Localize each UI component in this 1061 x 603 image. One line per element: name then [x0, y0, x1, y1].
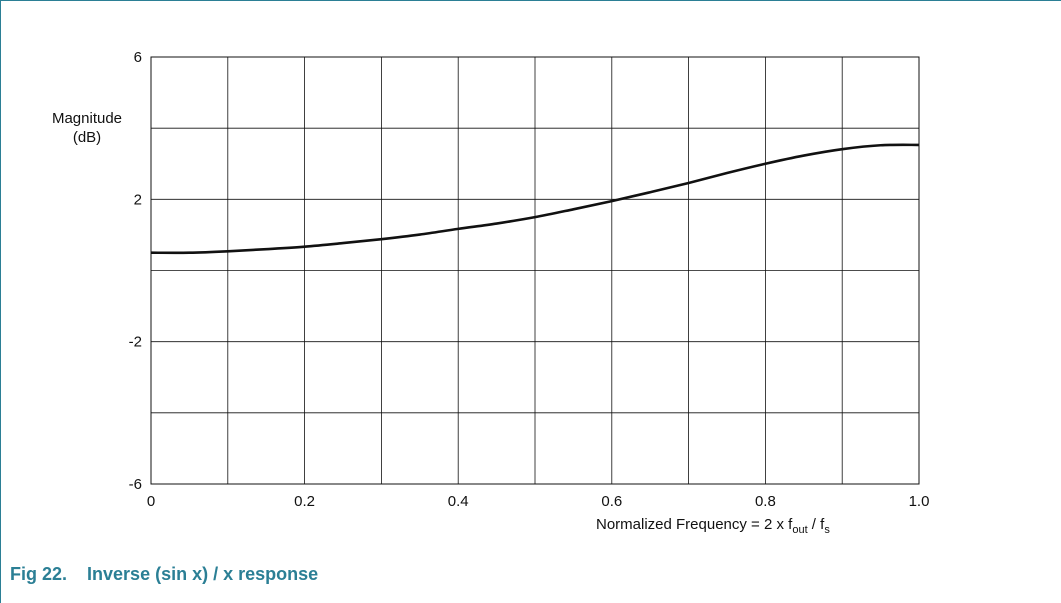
response-curve — [150, 143, 920, 255]
figure-title: Inverse (sin x) / x response — [87, 564, 319, 584]
magnitude-chart: 6 2 -2 -6 0 0.2 0.4 0.6 0.8 1.0 Magnitude (dB) N… — [52, 49, 930, 536]
x-tick-label: 0.6 — [601, 493, 622, 510]
y-axis-ticks: 6 2 -2 -6 — [129, 49, 142, 493]
y-tick-label: 6 — [134, 49, 142, 66]
x-tick-label: 0.2 — [294, 493, 315, 510]
y-axis-label-line2: (dB) — [73, 129, 101, 146]
y-axis-label-line1: Magnitude — [52, 110, 122, 127]
y-tick-label: -6 — [129, 476, 142, 493]
x-axis-ticks: 0 0.2 0.4 0.6 0.8 1.0 — [147, 493, 930, 510]
x-tick-label: 1.0 — [909, 493, 930, 510]
frame-left-border — [0, 0, 1, 603]
y-tick-label: -2 — [129, 334, 142, 351]
x-tick-label: 0 — [147, 493, 155, 510]
grid — [150, 56, 920, 485]
x-tick-label: 0.8 — [755, 493, 776, 510]
y-tick-label: 2 — [134, 191, 142, 208]
x-axis-label: Normalized Frequency = 2 x fout / fs — [596, 516, 830, 536]
x-tick-label: 0.4 — [448, 493, 469, 510]
figure-number: Fig 22. — [10, 564, 68, 584]
frame-top-border — [0, 0, 1061, 1]
figure-caption: Fig 22. Inverse (sin x) / x response — [10, 564, 318, 585]
